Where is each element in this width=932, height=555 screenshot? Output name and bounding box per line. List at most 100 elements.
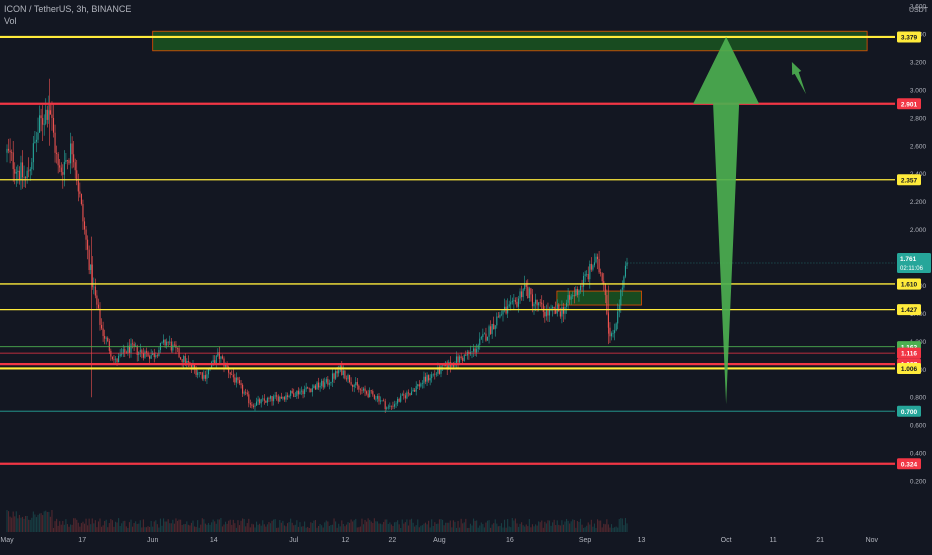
candle-body (65, 159, 67, 163)
target-arrow-large[interactable] (693, 36, 760, 405)
time-axis[interactable]: May 17 Jun 14 Jul 12 22 Aug 16 Sep 13 Oct 11 21 Nov (0, 537, 878, 544)
volume-bar (102, 525, 104, 532)
volume-bar (229, 519, 231, 532)
candle-body (587, 273, 589, 280)
candle-body (623, 276, 625, 288)
candle-body (411, 391, 413, 395)
candle-body (305, 387, 307, 390)
volume-bar (80, 523, 82, 532)
price-label-layer: 3.3792.9012.3571.6111.4271.1621.1161.037… (897, 31, 931, 470)
candle-body (572, 295, 574, 297)
candle-body (288, 395, 290, 397)
volume-bar (392, 525, 394, 532)
candle-body (415, 386, 417, 392)
candle-body (124, 349, 126, 353)
volume-bar (607, 524, 609, 532)
volume-bar (623, 525, 625, 532)
time-axis-background[interactable] (0, 532, 932, 550)
candle-body (223, 358, 225, 367)
volume-bar (397, 520, 399, 532)
price-label-3.379 (897, 31, 921, 43)
volume-bar (228, 520, 230, 532)
candle-body (183, 356, 185, 362)
volume-bar (313, 520, 315, 532)
candle-body (373, 394, 375, 399)
level-layer[interactable] (0, 35, 895, 465)
volume-bar (138, 523, 140, 532)
volume-bar (347, 522, 349, 532)
candle-body (378, 395, 380, 402)
arrow-layer[interactable] (693, 36, 806, 405)
volume-bar (187, 524, 189, 532)
candle-body (167, 341, 169, 343)
zone-box-1[interactable] (152, 30, 868, 52)
candle-body (380, 400, 382, 402)
candle-body (336, 371, 338, 374)
volume-bar (225, 521, 227, 532)
volume-bar (94, 520, 96, 532)
volume-bar (104, 521, 106, 532)
candle-body (454, 365, 456, 367)
volume-bar (339, 526, 341, 532)
volume-bar (265, 526, 267, 532)
candle-body (66, 159, 68, 161)
volume-bar (407, 525, 409, 532)
volume-bar (161, 525, 163, 532)
volume-bar (43, 511, 45, 532)
candle-body (310, 388, 312, 393)
candle-body (333, 373, 335, 379)
candle-body (420, 383, 422, 387)
volume-bar (621, 518, 623, 532)
y-tick-label: 0.400 (910, 451, 927, 458)
candle-body (558, 305, 560, 312)
candle-body (390, 405, 392, 407)
candle-body (170, 341, 172, 351)
candle-body (198, 372, 200, 373)
candle-body (446, 362, 448, 370)
volume-bar (575, 527, 577, 532)
volume-bar (517, 526, 520, 532)
candle-body (593, 262, 595, 266)
volume-bar (386, 519, 388, 532)
candle-body (161, 342, 163, 344)
candle-body (355, 382, 357, 386)
candle-body (535, 299, 537, 304)
candle-body (260, 399, 262, 404)
volume-bar (592, 526, 594, 532)
volume-bar (617, 527, 619, 532)
candle-body (485, 333, 487, 341)
volume-bar (197, 520, 199, 532)
candle-body (533, 303, 535, 307)
volume-bar (459, 527, 461, 532)
target-arrow-small[interactable] (791, 61, 806, 95)
candle-body (610, 333, 613, 337)
volume-bar (502, 527, 504, 532)
candle-body (259, 399, 261, 404)
volume-bar (183, 524, 185, 532)
candle-body (477, 345, 479, 350)
volume-bar (338, 523, 340, 532)
candle-body (147, 352, 149, 357)
candle-body (389, 405, 391, 407)
candle-body (206, 374, 208, 379)
volume-bar (136, 523, 138, 532)
candle-body (173, 344, 175, 346)
volume-bar (538, 521, 540, 532)
volume-bar (180, 519, 182, 532)
volume-bar (114, 521, 117, 532)
volume-bar (395, 521, 397, 532)
candle-body (277, 396, 279, 402)
candle-body (553, 306, 555, 309)
candle-body (314, 385, 316, 390)
candle-body (254, 405, 256, 407)
volume-bar (431, 519, 433, 532)
candle-body (130, 343, 132, 353)
candle-body (57, 153, 59, 166)
candle-body (91, 264, 93, 288)
candle-body (479, 338, 481, 346)
volume-bar (335, 521, 337, 532)
candle-body (238, 380, 241, 384)
volume-bar (387, 523, 389, 532)
